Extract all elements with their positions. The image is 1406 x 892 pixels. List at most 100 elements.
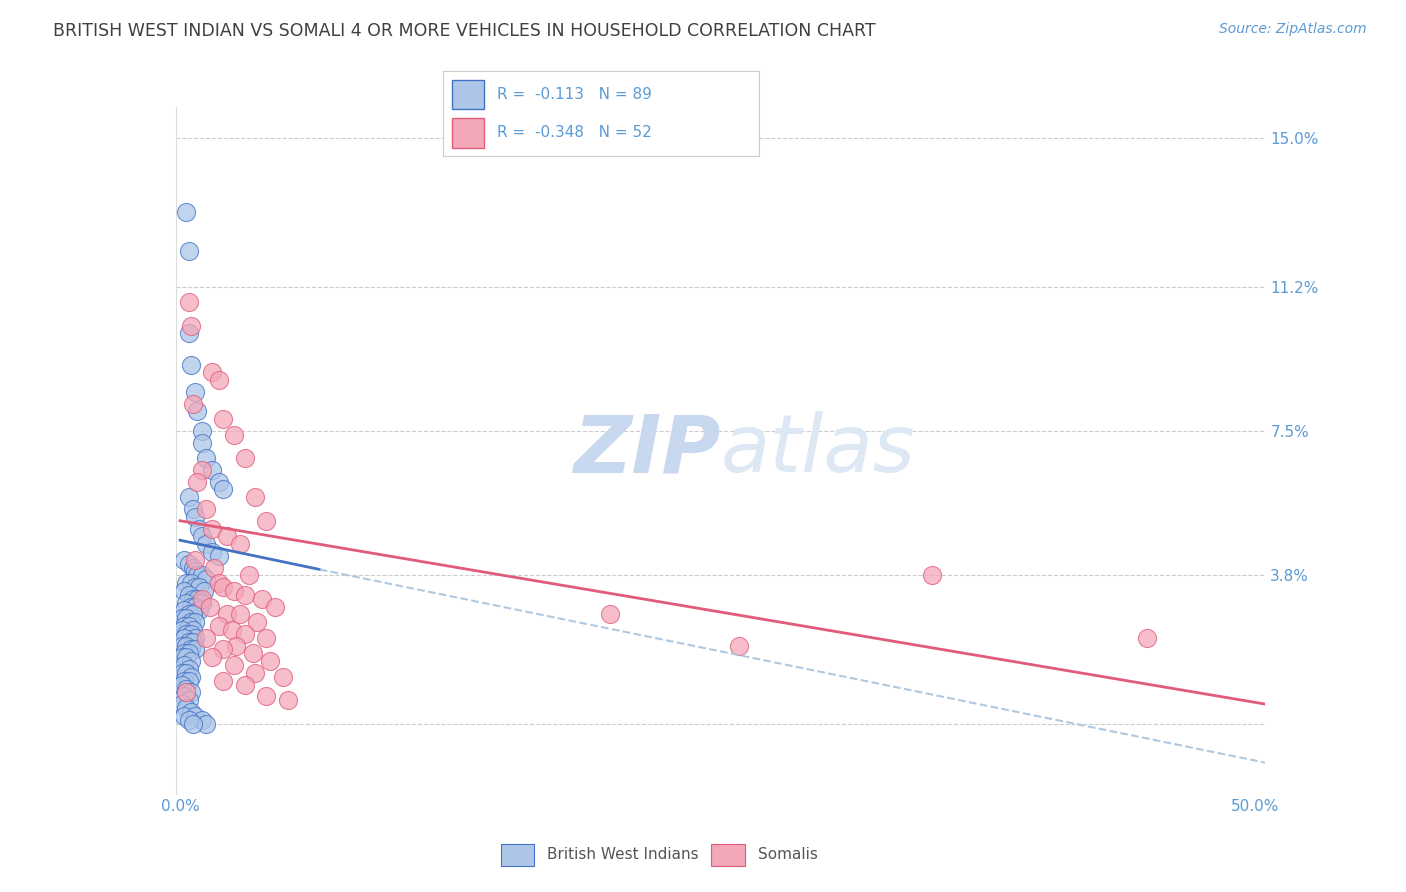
- Point: [238, 568, 260, 582]
- Point: [184, 580, 207, 594]
- Point: [254, 631, 277, 645]
- Point: [180, 358, 202, 372]
- Point: [233, 451, 256, 466]
- Point: [172, 678, 194, 692]
- Point: [176, 685, 198, 699]
- Point: [212, 580, 235, 594]
- Point: [194, 572, 217, 586]
- Point: [176, 627, 198, 641]
- Point: [217, 529, 239, 543]
- Point: [188, 580, 211, 594]
- FancyBboxPatch shape: [711, 844, 745, 866]
- Point: [173, 583, 195, 598]
- Point: [177, 295, 200, 310]
- Point: [188, 521, 211, 535]
- Text: Source: ZipAtlas.com: Source: ZipAtlas.com: [1219, 22, 1367, 37]
- Point: [176, 611, 198, 625]
- Point: [172, 665, 194, 680]
- Point: [242, 646, 264, 660]
- Text: atlas: atlas: [721, 411, 915, 490]
- Point: [208, 373, 231, 387]
- Point: [190, 591, 212, 606]
- Point: [186, 475, 208, 489]
- Point: [181, 502, 204, 516]
- Point: [727, 639, 749, 653]
- Text: R =  -0.113   N = 89: R = -0.113 N = 89: [496, 87, 651, 103]
- Point: [212, 412, 235, 426]
- Point: [208, 576, 231, 591]
- Point: [184, 552, 207, 567]
- Point: [599, 607, 621, 622]
- Point: [173, 646, 195, 660]
- Point: [177, 662, 200, 676]
- FancyBboxPatch shape: [453, 118, 484, 147]
- Point: [276, 693, 298, 707]
- Point: [172, 697, 194, 711]
- Point: [921, 568, 943, 582]
- Point: [181, 607, 204, 622]
- Point: [181, 591, 204, 606]
- FancyBboxPatch shape: [501, 844, 534, 866]
- Point: [201, 521, 224, 535]
- Point: [190, 568, 212, 582]
- Point: [180, 685, 202, 699]
- Point: [180, 318, 202, 333]
- Point: [208, 549, 231, 563]
- Point: [193, 583, 215, 598]
- Point: [181, 623, 204, 637]
- Point: [208, 475, 231, 489]
- Point: [180, 576, 202, 591]
- Point: [181, 716, 204, 731]
- Point: [184, 642, 207, 657]
- Point: [194, 451, 217, 466]
- Point: [222, 427, 245, 442]
- Point: [212, 642, 235, 657]
- Point: [181, 560, 204, 574]
- Point: [172, 623, 194, 637]
- Point: [201, 545, 224, 559]
- Point: [229, 607, 252, 622]
- Point: [190, 529, 212, 543]
- Point: [233, 678, 256, 692]
- Point: [212, 483, 235, 497]
- Point: [172, 611, 194, 625]
- Point: [229, 537, 252, 551]
- Text: R =  -0.348   N = 52: R = -0.348 N = 52: [496, 125, 651, 140]
- Point: [194, 631, 217, 645]
- Point: [177, 588, 200, 602]
- Point: [222, 658, 245, 673]
- Point: [181, 634, 204, 648]
- Point: [176, 639, 198, 653]
- Point: [184, 631, 207, 645]
- Point: [180, 654, 202, 668]
- Point: [208, 619, 231, 633]
- Point: [177, 634, 200, 648]
- Point: [176, 701, 198, 715]
- Point: [173, 603, 195, 617]
- Point: [184, 384, 207, 399]
- Point: [194, 537, 217, 551]
- Point: [184, 509, 207, 524]
- Point: [254, 690, 277, 704]
- Point: [225, 639, 247, 653]
- Point: [201, 650, 224, 665]
- Point: [190, 435, 212, 450]
- Point: [201, 366, 224, 380]
- Point: [263, 599, 285, 614]
- Point: [194, 502, 217, 516]
- Point: [198, 599, 221, 614]
- Point: [180, 615, 202, 630]
- Point: [176, 576, 198, 591]
- Point: [245, 665, 267, 680]
- Point: [181, 396, 204, 410]
- Point: [194, 716, 217, 731]
- Point: [190, 713, 212, 727]
- Point: [176, 681, 198, 696]
- Point: [201, 463, 224, 477]
- Point: [184, 599, 207, 614]
- Point: [177, 646, 200, 660]
- Point: [186, 568, 208, 582]
- Point: [271, 670, 294, 684]
- Point: [180, 705, 202, 719]
- Point: [172, 639, 194, 653]
